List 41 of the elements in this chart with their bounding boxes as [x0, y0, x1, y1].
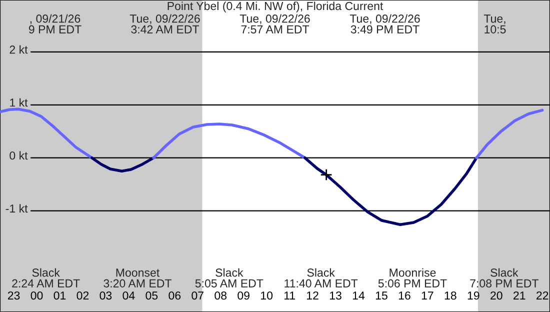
annotation: Moonrise 5:06 PM EDT [378, 268, 447, 288]
x-tick-label: 17 [422, 292, 434, 300]
x-tick-label: 13 [330, 291, 342, 300]
x-tick-label: 14 [352, 292, 365, 300]
x-tick-label: 11 [284, 292, 295, 300]
y-tick-label: 0 kt [10, 151, 28, 160]
x-tick-label: 20 [490, 291, 502, 300]
x-tick-label: 10 [261, 291, 273, 300]
x-tick-label: 00 [30, 291, 43, 300]
annotation: Slack 2:24 AM EDT [12, 268, 80, 288]
x-tick-label: 04 [122, 291, 135, 300]
x-tick-label: 01 [54, 291, 66, 300]
x-tick-label: 05 [146, 291, 158, 300]
x-tick-label: 21 [514, 291, 526, 300]
x-tick-label: 02 [76, 291, 89, 300]
x-tick-label: 06 [168, 291, 181, 300]
annotation: Tue, 09/22/26 3:42 AM EDT [130, 14, 200, 34]
x-tick-label: 09 [238, 291, 250, 300]
x-tick-label: 16 [398, 291, 410, 300]
y-tick-label: 1 kt [10, 98, 28, 107]
x-tick-label: 18 [444, 291, 456, 300]
line-series [90, 156, 155, 172]
x-tick-label: 23 [8, 291, 20, 300]
annotation: Tue, 10:5 [484, 14, 506, 34]
x-tick-label: 07 [192, 291, 204, 300]
annotation: Slack 11:40 AM EDT [284, 268, 358, 288]
annotation: Slack 5:05 AM EDT [195, 268, 264, 288]
x-tick-label: 22 [536, 291, 548, 300]
annotation: Tue, 09/22/26 3:49 PM EDT [350, 14, 420, 34]
x-tick-label: 15 [376, 292, 388, 300]
annotation: Moonset 3:20 AM EDT [104, 268, 172, 288]
annotation: , 09/21/26 9 PM EDT [28, 14, 82, 34]
x-tick-label: 12 [307, 291, 318, 300]
x-tick-label: 08 [214, 291, 227, 300]
x-tick-label: 19 [468, 291, 480, 300]
annotation: Slack 7:08 PM EDT [470, 268, 538, 288]
chart-title: Point Ybel (0.4 Mi. NW of), Florida Current [168, 2, 384, 12]
y-tick-label: 2 kt [10, 45, 28, 54]
y-tick-label: -1 kt [6, 204, 28, 213]
x-tick-label: 03 [100, 291, 112, 300]
annotation: Tue, 09/22/26 7:57 AM EDT [240, 14, 310, 34]
